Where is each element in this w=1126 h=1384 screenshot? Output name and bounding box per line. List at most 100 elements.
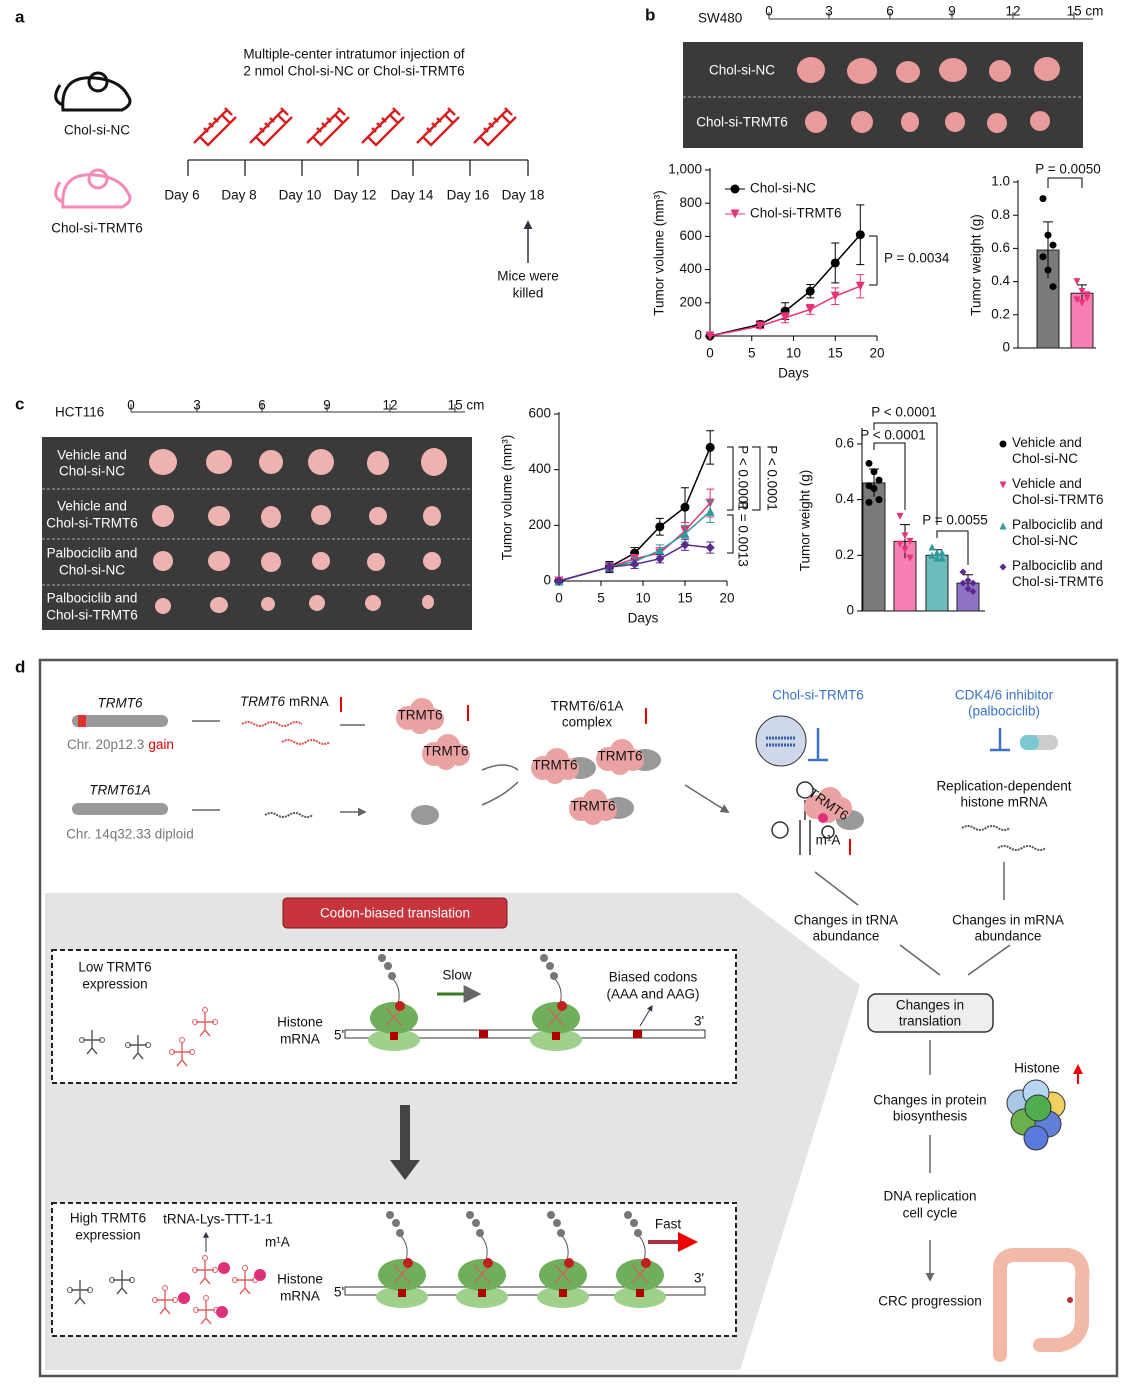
bar	[925, 554, 949, 612]
photo	[42, 437, 472, 630]
protein-change: Changes in protein	[873, 1093, 986, 1108]
codon-title: Codon-biased translation	[320, 906, 470, 921]
ellipse	[311, 505, 331, 525]
circle	[771, 821, 789, 839]
tumors	[797, 57, 1060, 133]
marker	[1073, 296, 1081, 304]
histone: Histone	[1014, 1061, 1060, 1076]
gene: TRMT61A	[89, 783, 151, 798]
marker	[1078, 288, 1086, 296]
marker	[855, 230, 865, 240]
ellipse	[1034, 57, 1060, 81]
marker	[630, 559, 640, 569]
locus: Chr. 20p12.3 gain	[67, 737, 174, 752]
injection-title: 2 nmol Chol-si-NC or Chol-si-TRMT6	[243, 64, 464, 79]
mrna	[264, 812, 314, 818]
circle	[218, 1262, 230, 1274]
y-axis-label: Tumor volume (mm³)	[500, 435, 515, 561]
ellipse	[261, 506, 281, 528]
y-tick-label: 800	[679, 195, 702, 210]
row-label: Vehicle and	[57, 499, 127, 514]
inhibitor-label: (palbociclib)	[968, 704, 1040, 719]
marker	[1049, 241, 1057, 249]
translation-box	[867, 993, 994, 1033]
marker	[655, 522, 665, 532]
legend-label: Chol-si-TRMT6	[750, 206, 842, 221]
circle	[254, 1269, 266, 1281]
x-tick-label: 5	[748, 346, 756, 361]
circle	[796, 781, 814, 799]
histone-mrna: Replication-dependent	[936, 779, 1071, 794]
ellipse	[261, 552, 281, 572]
ellipse	[367, 553, 385, 571]
annotation: P < 0.0001	[860, 428, 925, 443]
marker	[896, 512, 904, 520]
marker	[655, 545, 665, 555]
ellipse	[945, 112, 965, 132]
marker	[938, 554, 946, 562]
condition: expression	[82, 977, 147, 992]
biased: (AAA and AAG)	[606, 987, 699, 1002]
marker	[933, 554, 941, 562]
y-tick-label: 0.2	[835, 547, 854, 562]
y-tick-label: 400	[679, 261, 702, 276]
histone-icon	[1006, 1079, 1066, 1151]
y-tick-label: 600	[528, 406, 551, 421]
m1a-dot	[178, 1262, 266, 1318]
bracket	[752, 446, 761, 511]
trmt61a	[411, 805, 439, 825]
marker	[830, 258, 840, 268]
mrna	[241, 721, 331, 745]
marker	[705, 442, 715, 452]
marker	[805, 304, 815, 314]
marker	[901, 546, 909, 554]
it: TRMT6	[240, 694, 285, 709]
y-axis-label: Tumor weight (g)	[798, 470, 813, 572]
marker	[933, 549, 941, 557]
ruler-label: 9	[948, 4, 956, 19]
marker	[1073, 278, 1081, 286]
condition: High TRMT6	[70, 1211, 146, 1226]
marker	[906, 554, 914, 562]
marker	[1078, 299, 1086, 307]
ruler-label: 6	[258, 398, 266, 413]
y-tick-label: 600	[679, 228, 702, 243]
marker	[705, 543, 715, 553]
day-label: Day 12	[334, 188, 377, 203]
marker	[999, 563, 1007, 571]
ellipse	[152, 505, 174, 527]
ruler-label: 3	[825, 4, 833, 19]
x-tick-label: 0	[555, 591, 563, 606]
ruler-label: 9	[323, 398, 331, 413]
sirna-label: Chol-si-TRMT6	[772, 688, 864, 703]
ruler-label: 12	[1005, 4, 1020, 19]
marker	[1049, 283, 1057, 291]
histone-mrna: histone mRNA	[960, 795, 1047, 810]
path	[61, 76, 132, 112]
mrna-strip	[344, 1029, 706, 1039]
ellipse	[896, 61, 920, 83]
m1a-dot	[818, 813, 828, 823]
y-tick-label: 0.2	[991, 306, 1010, 321]
end: 5'	[334, 1285, 344, 1300]
ellipse	[901, 112, 919, 132]
endpoint: Mice were	[497, 269, 559, 284]
legend-label: Palbociclib and Chol-si-NC	[1012, 517, 1103, 548]
legend-marker	[730, 209, 740, 219]
ellipse	[206, 450, 232, 474]
mouse-icon	[54, 71, 132, 112]
chromosome	[72, 803, 168, 815]
path	[54, 181, 64, 204]
x-tick-label: 20	[719, 591, 734, 606]
ellipse	[987, 113, 1007, 133]
marker	[964, 585, 972, 593]
arrow	[192, 720, 365, 812]
marker	[865, 498, 873, 506]
row-label: Chol-si-TRMT6	[46, 516, 138, 531]
biased: Biased codons	[609, 970, 698, 985]
marker	[999, 522, 1007, 530]
panel-label: d	[15, 657, 25, 676]
dna: cell cycle	[903, 1206, 958, 1221]
